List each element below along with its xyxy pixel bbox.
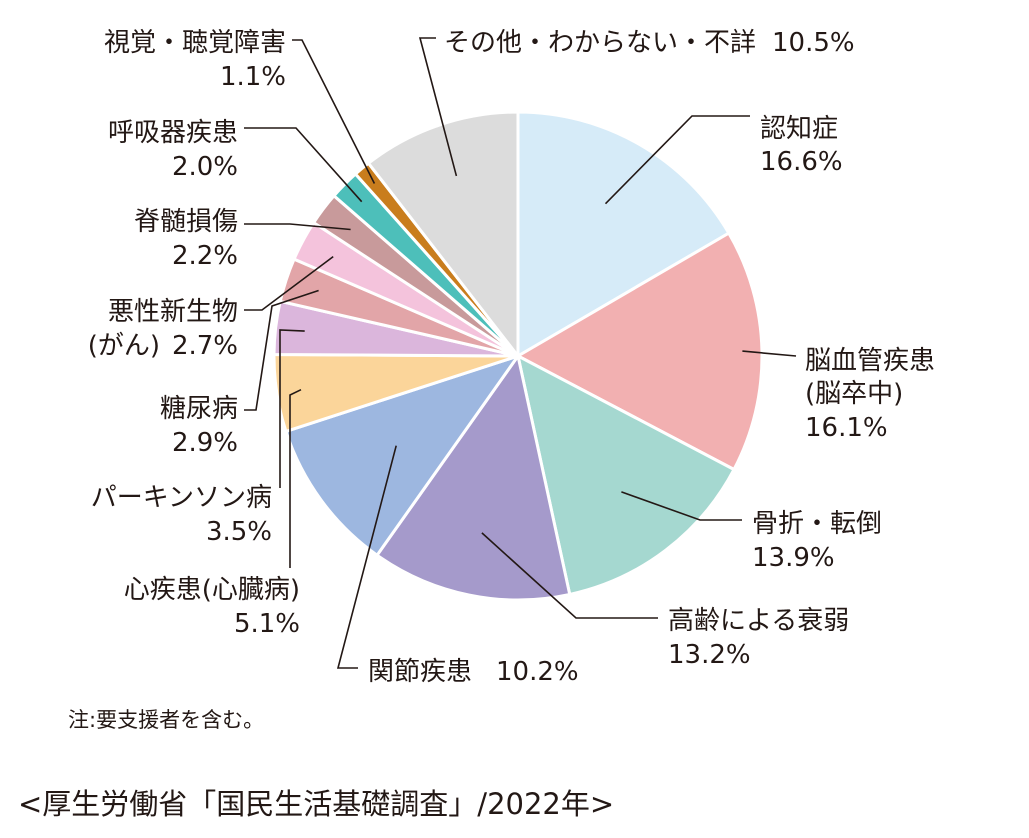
slice-value: 2.7% [172,331,238,361]
leader-line-cerebrovascular [742,350,797,357]
slice-value: 2.2% [172,241,238,271]
slice-value: 13.2% [668,640,751,670]
slice-name: 心疾患(心臓病) [124,575,300,605]
pie-slice-other [366,110,520,358]
leader-line-dementia [604,115,750,205]
slice-name: 脳血管疾患 [805,346,935,376]
slice-label-frailty: 高齢による衰弱 13.2% [668,606,849,670]
slice-label-joint: 関節疾患 10.2% [368,657,579,687]
pie-slice-dementia [516,110,731,358]
slice-name: 視覚・聴覚障害 [104,28,286,58]
slice-name: 脊髄損傷 [134,207,238,237]
leader-line-frailty [481,532,658,619]
leader-line-joint [336,445,397,669]
leader-line-respiratory [244,127,363,203]
slice-name: 悪性新生物 [108,297,238,327]
slice-value: 5.1% [234,609,300,639]
slice-name: パーキンソン病 [91,483,272,513]
slice-name-line2: (脳卒中) [805,379,903,409]
slice-value: 10.2% [496,657,579,687]
slice-value: 10.5% [772,28,855,58]
slice-name: その他・わからない・不詳 [444,28,756,58]
leader-line-heart [289,388,302,568]
slice-label-cerebrovascular: 脳血管疾患 (脳卒中) 16.1% [805,346,935,443]
leader-line-sensory [292,39,376,184]
slice-name: 認知症 [760,114,838,144]
slice-value: 3.5% [206,517,272,547]
slice-label-heart: 心疾患(心臓病) 5.1% [124,575,300,639]
slice-label-diabetes: 糖尿病 2.9% [160,394,238,458]
slice-name: 呼吸器疾患 [108,118,238,148]
leader-line-cancer [244,255,334,311]
slice-name: 関節疾患 [368,657,472,687]
slice-value: 16.1% [805,413,888,443]
slice-value: 2.9% [172,428,238,458]
leader-line-parkinson [279,329,305,488]
chart-source: <厚生労働省「国民生活基礎調査」/2022年> [18,787,614,821]
slice-label-sensory: 視覚・聴覚障害 1.1% [104,28,286,92]
slice-name: 糖尿病 [160,394,238,424]
slice-label-respiratory: 呼吸器疾患 2.0% [108,118,238,182]
leader-line-fracture [621,491,742,521]
leader-line-spinal [244,223,351,231]
leader-line-other [418,37,458,177]
slice-label-fracture: 骨折・転倒 13.9% [752,509,882,573]
slice-name: 骨折・転倒 [752,509,882,539]
pie-slice-cerebrovascular [516,231,764,471]
slice-label-cancer: 悪性新生物 (がん) 2.7% [88,297,238,361]
chart-note: 注:要支援者を含む。 [68,708,264,732]
slice-name: 高齢による衰弱 [668,606,849,636]
leader-line-diabetes [244,289,319,411]
slice-label-other: その他・わからない・不詳 10.5% [444,28,855,58]
slice-label-spinal: 脊髄損傷 2.2% [134,207,238,271]
slice-value: 2.0% [172,152,238,182]
pie-slice-fracture [516,354,736,596]
pie-slices [272,110,764,602]
slice-name-line2: (がん) [88,331,160,361]
slice-label-dementia: 認知症 16.6% [760,114,843,177]
slice-value: 13.9% [752,543,835,573]
slice-value: 16.6% [760,147,843,177]
slice-value: 1.1% [220,62,286,92]
slice-label-parkinson: パーキンソン病 3.5% [91,483,272,547]
leader-lines [244,37,797,669]
